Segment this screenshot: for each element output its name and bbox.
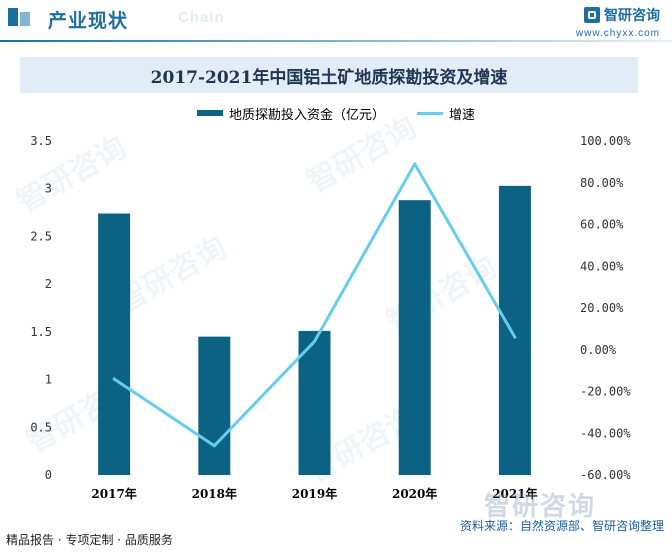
y-left-tick-label: 2 <box>45 277 52 291</box>
growth-rate-point <box>413 162 417 166</box>
legend-bar-swatch <box>196 110 223 116</box>
y-right-tick-label: 0.00% <box>580 343 617 357</box>
legend-label-growth: 增速 <box>449 107 476 123</box>
section-title: 产业现状 <box>48 10 129 32</box>
brand-name: 智研咨询 <box>604 8 660 24</box>
header-divider <box>0 40 672 42</box>
bar-investment <box>398 200 431 475</box>
y-left-tick-label: 0.5 <box>30 420 52 434</box>
brand-logo-icon <box>584 7 600 23</box>
bar-investment <box>298 330 331 475</box>
x-category-label: 2019年 <box>292 486 337 501</box>
x-category-label: 2018年 <box>192 486 237 501</box>
y-left-tick-label: 1 <box>45 373 52 387</box>
y-left-tick-label: 1.5 <box>30 325 52 339</box>
y-left-tick-label: 3.5 <box>30 134 52 148</box>
y-left-tick-label: 2.5 <box>30 229 52 243</box>
chart-legend: 地质探勘投入资金（亿元） 增速 <box>0 103 672 123</box>
y-right-tick-label: 20.00% <box>580 301 624 315</box>
legend-item-growth: 增速 <box>417 104 475 123</box>
legend-item-investment: 地质探勘投入资金（亿元） <box>196 104 385 123</box>
x-category-label: 2021年 <box>492 486 537 501</box>
brand-url: www.chyxx.com <box>575 28 660 39</box>
growth-rate-point <box>112 377 116 381</box>
brand-block: 智研咨询 www.chyxx.com <box>576 5 660 39</box>
footer-tagline: 精品报告 · 专项定制 · 品质服务 <box>6 533 173 547</box>
growth-rate-point <box>212 444 216 448</box>
y-left-tick-label: 3 <box>45 182 52 196</box>
legend-line-swatch <box>417 111 443 115</box>
header-ghost-text: Chain <box>178 9 225 26</box>
bar-investment <box>498 185 531 475</box>
growth-rate-point <box>513 335 517 339</box>
bar-investment <box>198 336 231 475</box>
y-right-tick-label: 80.00% <box>580 176 624 190</box>
x-category-label: 2020年 <box>392 486 437 501</box>
chart-title: 2017-2021年中国铝土矿地质探勘投资及增速 <box>150 67 508 88</box>
legend-label-investment: 地质探勘投入资金（亿元） <box>228 107 385 123</box>
y-right-tick-label: -20.00% <box>580 385 631 399</box>
y-right-tick-label: 100.00% <box>580 134 631 148</box>
chart-title-box: 2017-2021年中国铝土矿地质探勘投资及增速 <box>20 57 638 93</box>
y-right-tick-label: 60.00% <box>580 218 624 232</box>
header-accent-icon <box>8 8 30 26</box>
y-right-tick-label: -60.00% <box>580 468 631 482</box>
watermark-bottom-right: 智研咨询 <box>484 492 597 522</box>
x-category-label: 2017年 <box>91 486 136 501</box>
y-right-tick-label: -40.00% <box>580 426 631 440</box>
header-bar: Chain 产业现状 智研咨询 www.chyxx.com <box>0 0 672 39</box>
y-left-tick-label: 0 <box>45 468 52 482</box>
growth-rate-point <box>313 339 316 343</box>
source-note: 资料来源：自然资源部、智研咨询整理 <box>459 519 664 533</box>
y-right-tick-label: 40.00% <box>580 259 624 273</box>
bar-investment <box>98 213 131 476</box>
